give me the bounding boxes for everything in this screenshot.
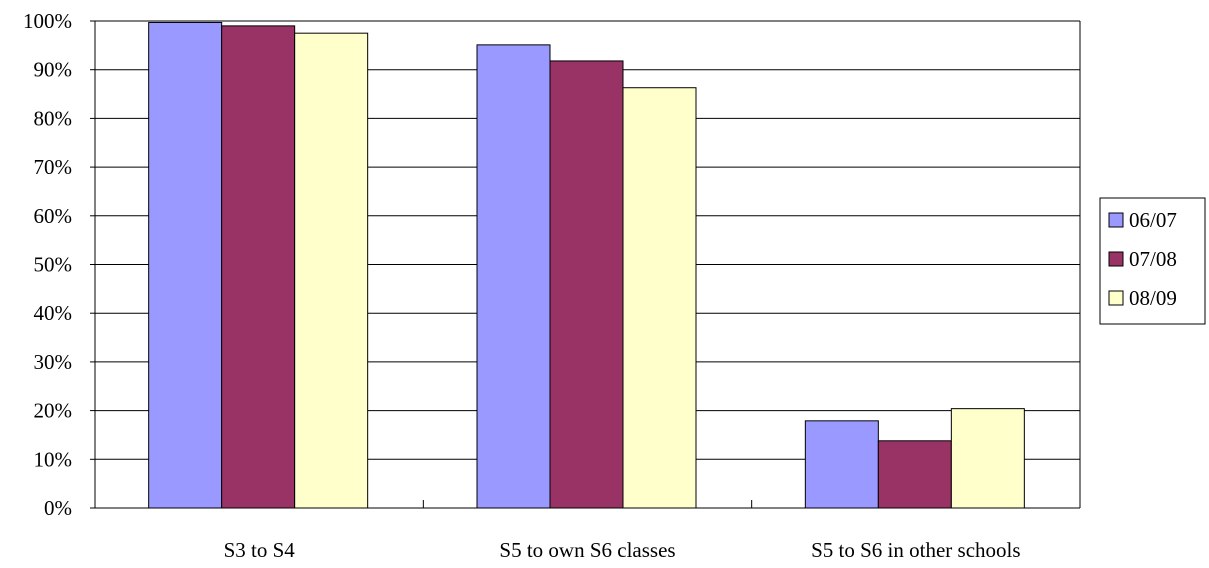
bar-06-07-2 — [804, 420, 879, 509]
legend: 06/07 07/08 08/09 — [1099, 197, 1206, 325]
y-tick-label: 50% — [34, 253, 73, 277]
y-tick-label: 80% — [34, 106, 73, 130]
bar-06-07-1 — [476, 44, 551, 509]
bar-08-09-1 — [622, 87, 697, 509]
legend-swatch-06-07 — [1108, 212, 1124, 228]
y-tick-label: 90% — [34, 58, 73, 82]
legend-label: 07/08 — [1129, 247, 1177, 271]
bar-08-09-0 — [294, 32, 369, 509]
y-tick-label: 20% — [34, 399, 73, 423]
bar-08-09-2 — [950, 408, 1025, 509]
legend-label: 06/07 — [1129, 208, 1177, 232]
x-category-label: S5 to S6 in other schools — [811, 538, 1020, 562]
y-tick-label: 70% — [34, 155, 73, 179]
x-category-label: S5 to own S6 classes — [499, 538, 675, 562]
y-axis-tick-labels: 0% 10% 20% 30% 40% 50% 60% 70% 80% 90% 100% — [23, 9, 72, 520]
y-tick-label: 100% — [23, 9, 72, 33]
bar-07-08-1 — [549, 60, 624, 509]
legend-swatch-08-09 — [1108, 290, 1124, 306]
bar-07-08-2 — [877, 440, 952, 509]
legend-label: 08/09 — [1129, 286, 1177, 310]
x-category-label: S3 to S4 — [224, 538, 296, 562]
axes — [90, 20, 1081, 509]
y-tick-label: 30% — [34, 350, 73, 374]
bar-06-07-0 — [148, 21, 223, 509]
y-tick-label: 0% — [44, 496, 72, 520]
bar-07-08-0 — [221, 25, 296, 509]
bars — [148, 21, 1025, 509]
y-tick-label: 40% — [34, 301, 73, 325]
legend-swatch-07-08 — [1108, 251, 1124, 267]
x-axis-category-labels: S3 to S4 S5 to own S6 classes S5 to S6 in … — [224, 538, 1021, 562]
y-tick-label: 10% — [34, 447, 73, 471]
y-tick-label: 60% — [34, 204, 73, 228]
